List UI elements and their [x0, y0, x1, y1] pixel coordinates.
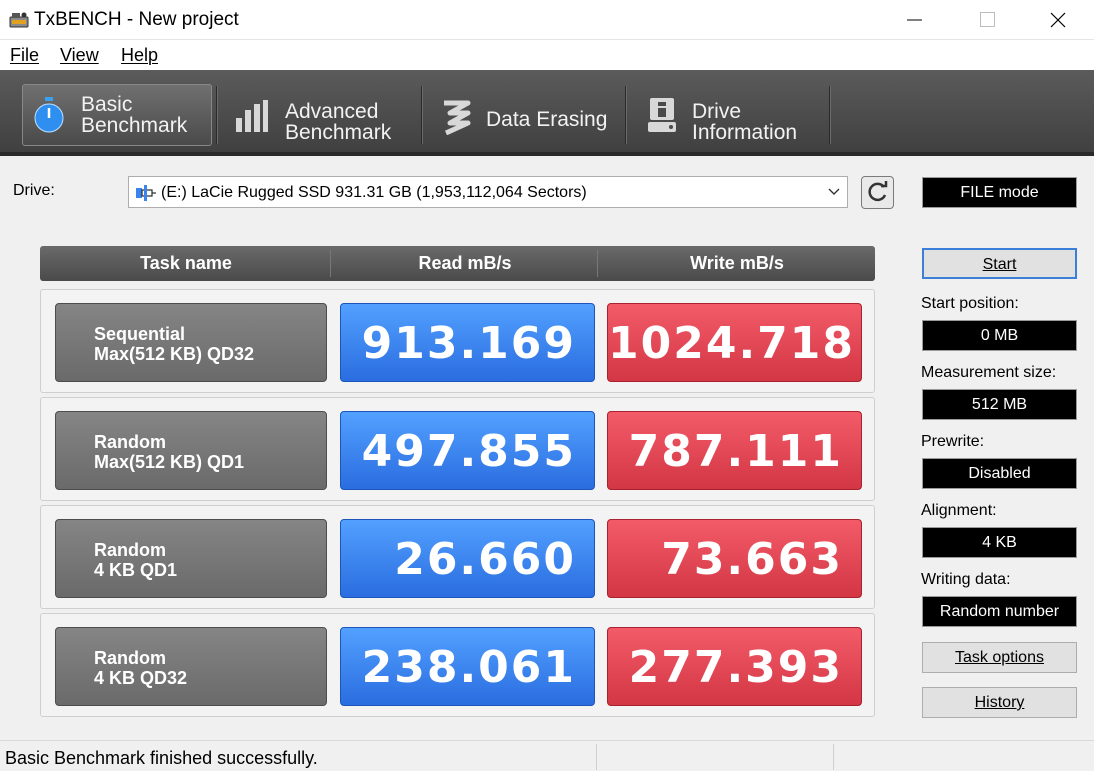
minimize-icon: [907, 19, 922, 21]
drive-label: Drive:: [13, 182, 55, 199]
task-options-label: Task options: [955, 649, 1044, 666]
refresh-button[interactable]: [861, 176, 894, 209]
mode-badge: FILE mode: [922, 177, 1077, 208]
drive-select-value: (E:) LaCie Rugged SSD 931.31 GB (1,953,1…: [161, 184, 587, 201]
maximize-icon: [980, 12, 995, 27]
tab-basic-benchmark[interactable]: Basic Benchmark: [22, 84, 212, 146]
task-name-line-1: Sequential: [94, 324, 186, 344]
window-title: TxBENCH - New project: [34, 9, 239, 30]
task-name-button[interactable]: Sequential Max(512 KB) QD32: [55, 303, 327, 382]
result-row-random-512k: Random Max(512 KB) QD1 497.855 787.111: [40, 397, 875, 501]
read-speed-value: 497.855: [340, 411, 595, 490]
menu-help[interactable]: Help: [121, 45, 159, 65]
write-speed-value: 787.111: [607, 411, 862, 490]
close-icon: [1050, 12, 1066, 28]
task-name-line-2: Max(512 KB) QD32: [94, 344, 255, 364]
task-name-line-1: Random: [94, 432, 166, 452]
measurement-size-label: Measurement size:: [921, 364, 1057, 381]
tab-advanced-benchmark[interactable]: Advanced Benchmark: [222, 84, 418, 146]
close-button[interactable]: [1035, 0, 1081, 40]
task-options-button[interactable]: Task options: [922, 642, 1077, 673]
prewrite-value: Disabled: [922, 458, 1077, 489]
read-speed-value: 26.660: [340, 519, 595, 598]
prewrite-label: Prewrite:: [921, 433, 985, 450]
tab-drive-information[interactable]: Drive Information: [630, 84, 826, 146]
history-button[interactable]: History: [922, 687, 1077, 718]
read-speed-value: 913.169: [340, 303, 595, 382]
history-label: History: [974, 694, 1025, 711]
task-name-line-2: 4 KB QD1: [94, 560, 178, 580]
read-speed-value: 238.061: [340, 627, 595, 706]
task-name-line-2: Max(512 KB) QD1: [94, 452, 245, 472]
task-name-button[interactable]: Random 4 KB QD32: [55, 627, 327, 706]
tab-separator: [216, 86, 218, 144]
measurement-size-value: 512 MB: [922, 389, 1077, 420]
task-name-button[interactable]: Random 4 KB QD1: [55, 519, 327, 598]
start-position-value: 0 MB: [922, 320, 1077, 351]
chevron-down-icon: [828, 188, 840, 195]
maximize-button[interactable]: [965, 0, 1011, 40]
task-name-button[interactable]: Random Max(512 KB) QD1: [55, 411, 327, 490]
tab-advanced-label-2: Benchmark: [285, 121, 392, 144]
header-separator: [597, 250, 598, 277]
title-bar: TxBENCH - New project: [0, 0, 1094, 40]
tab-basic-label-2: Benchmark: [81, 114, 188, 137]
tab-separator: [421, 86, 423, 144]
menu-view[interactable]: View: [60, 45, 99, 65]
writing-data-value: Random number: [922, 596, 1077, 627]
header-read: Read mB/s: [418, 253, 512, 273]
alignment-value: 4 KB: [922, 527, 1077, 558]
header-separator: [330, 250, 331, 277]
drive-info-icon: [648, 98, 676, 132]
status-text: Basic Benchmark finished successfully.: [5, 748, 318, 768]
tab-separator: [625, 86, 627, 144]
header-task-name: Task name: [140, 253, 232, 273]
task-name-line-1: Random: [94, 540, 166, 560]
alignment-label: Alignment:: [921, 502, 997, 519]
header-write: Write mB/s: [690, 253, 784, 273]
start-position-label: Start position:: [921, 295, 1019, 312]
menu-file[interactable]: File: [10, 45, 40, 65]
minimize-button[interactable]: [895, 0, 941, 40]
start-button[interactable]: Start: [922, 248, 1077, 279]
menu-bar: File View Help: [0, 40, 1094, 70]
tab-separator: [829, 86, 831, 144]
start-button-label: Start: [982, 256, 1017, 273]
status-bar: Basic Benchmark finished successfully.: [0, 740, 1094, 771]
tab-drive-label-2: Information: [692, 121, 798, 144]
status-separator: [596, 744, 597, 770]
bar-chart-icon: [236, 100, 268, 132]
tab-erasing-label: Data Erasing: [486, 108, 608, 131]
app-logo-icon: [9, 12, 29, 28]
refresh-icon: [868, 181, 888, 202]
task-name-line-1: Random: [94, 648, 166, 668]
status-separator: [833, 744, 834, 770]
result-row-random-4k-qd32: Random 4 KB QD32 238.061 277.393: [40, 613, 875, 717]
tab-advanced-label-1: Advanced: [285, 100, 379, 123]
result-row-sequential: Sequential Max(512 KB) QD32 913.169 1024…: [40, 289, 875, 393]
eraser-icon: [444, 100, 471, 135]
tab-basic-label-1: Basic: [81, 93, 133, 116]
writing-data-label: Writing data:: [921, 571, 1011, 588]
write-speed-value: 73.663: [607, 519, 862, 598]
result-row-random-4k-qd1: Random 4 KB QD1 26.660 73.663: [40, 505, 875, 609]
write-speed-value: 277.393: [607, 627, 862, 706]
tab-drive-label-1: Drive: [692, 100, 742, 123]
drive-select[interactable]: (E:) LaCie Rugged SSD 931.31 GB (1,953,1…: [128, 176, 848, 208]
results-table-header: Task name Read mB/s Write mB/s: [40, 246, 875, 281]
task-name-line-2: 4 KB QD32: [94, 668, 188, 688]
tab-strip: Basic Benchmark Advanced Benchmark Data …: [0, 70, 1094, 156]
usb-drive-icon: [136, 185, 156, 201]
stopwatch-icon: [34, 97, 64, 133]
write-speed-value: 1024.718: [607, 303, 862, 382]
tab-data-erasing[interactable]: Data Erasing: [426, 84, 622, 146]
